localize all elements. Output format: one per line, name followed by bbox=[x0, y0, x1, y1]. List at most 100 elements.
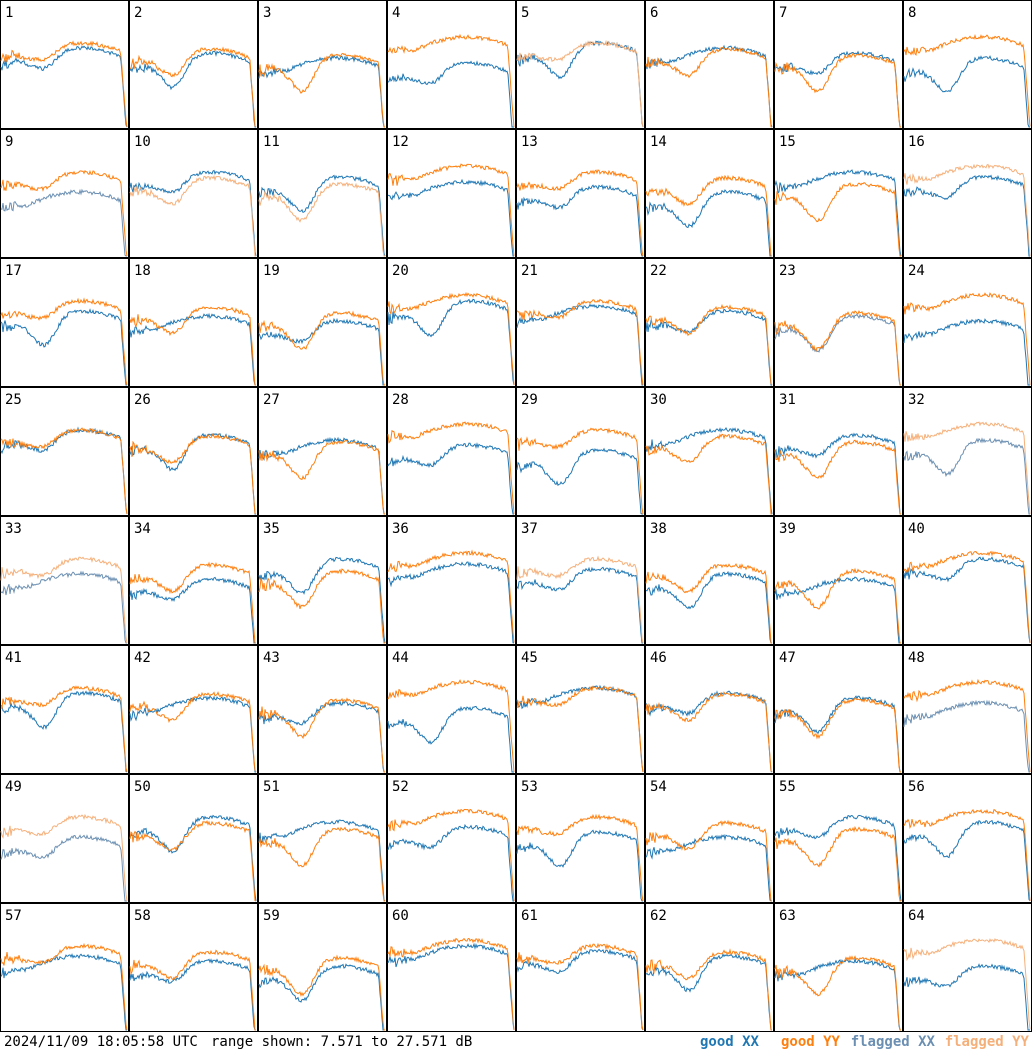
panel-35: 35 bbox=[258, 516, 387, 645]
panel-label: 57 bbox=[5, 908, 22, 924]
panel-frame bbox=[258, 0, 387, 129]
panel-21: 21 bbox=[516, 258, 645, 387]
series-xx-line bbox=[774, 50, 901, 128]
panel-frame bbox=[258, 387, 387, 516]
series-yy-line bbox=[645, 691, 773, 773]
series-yy-line bbox=[903, 550, 1031, 644]
panel-label: 46 bbox=[650, 650, 667, 666]
series-xx-line bbox=[903, 318, 1030, 386]
series-xx-line bbox=[903, 819, 1031, 902]
series-yy-line bbox=[774, 955, 901, 1031]
series-yy-line bbox=[645, 46, 773, 128]
series-xx-line bbox=[258, 317, 385, 386]
panel-label: 58 bbox=[134, 908, 151, 924]
panel-46: 46 bbox=[645, 645, 774, 774]
panel-frame bbox=[387, 258, 516, 387]
series-yy-line bbox=[129, 949, 256, 1031]
series-xx-line bbox=[0, 570, 127, 644]
legend-flagged-xx: flagged XX bbox=[850, 1034, 935, 1050]
series-xx-line bbox=[129, 50, 256, 128]
series-yy-line bbox=[387, 163, 515, 256]
series-yy-line bbox=[903, 163, 1031, 257]
series-yy-line bbox=[129, 306, 256, 386]
panel-label: 30 bbox=[650, 392, 667, 408]
series-yy-line bbox=[645, 174, 772, 257]
series-yy-line bbox=[0, 427, 128, 515]
panel-label: 43 bbox=[263, 650, 280, 666]
panel-label: 21 bbox=[521, 263, 538, 279]
footer: 2024/11/09 18:05:58 UTC range shown: 7.5… bbox=[0, 1033, 1033, 1053]
series-yy-line bbox=[129, 561, 256, 644]
series-xx-line bbox=[0, 690, 128, 773]
panel-frame bbox=[516, 0, 645, 129]
panel-label: 29 bbox=[521, 392, 538, 408]
panel-label: 44 bbox=[392, 650, 409, 666]
panel-label: 34 bbox=[134, 521, 151, 537]
series-yy-line bbox=[258, 52, 385, 128]
series-yy-line bbox=[516, 942, 644, 1031]
series-yy-line bbox=[774, 567, 901, 644]
series-xx-line bbox=[129, 432, 256, 515]
panel-7: 7 bbox=[774, 0, 903, 129]
panel-58: 58 bbox=[129, 903, 258, 1032]
series-xx-line bbox=[516, 948, 644, 1031]
series-xx-line bbox=[129, 576, 256, 644]
panel-22: 22 bbox=[645, 258, 774, 387]
panel-label: 45 bbox=[521, 650, 538, 666]
series-xx-line bbox=[387, 942, 515, 1031]
panel-53: 53 bbox=[516, 774, 645, 903]
panel-label: 32 bbox=[908, 392, 925, 408]
series-xx-line bbox=[774, 313, 901, 386]
series-yy-line bbox=[129, 432, 257, 515]
panel-42: 42 bbox=[129, 645, 258, 774]
panel-label: 6 bbox=[650, 5, 658, 21]
series-xx-line bbox=[774, 814, 902, 902]
panel-frame bbox=[387, 0, 516, 129]
panel-label: 17 bbox=[5, 263, 22, 279]
series-xx-line bbox=[387, 705, 514, 773]
panel-frame bbox=[0, 258, 129, 387]
series-xx-line bbox=[387, 561, 515, 644]
panel-28: 28 bbox=[387, 387, 516, 516]
panel-49: 49 bbox=[0, 774, 129, 903]
series-xx-line bbox=[0, 834, 127, 902]
series-yy-line bbox=[903, 808, 1031, 902]
series-xx-line bbox=[645, 189, 772, 257]
panel-frame bbox=[645, 903, 774, 1032]
panel-11: 11 bbox=[258, 129, 387, 258]
panel-frame bbox=[129, 645, 258, 774]
series-xx-line bbox=[516, 40, 644, 128]
series-xx-line bbox=[0, 45, 128, 128]
series-xx-line bbox=[903, 699, 1030, 773]
panel-63: 63 bbox=[774, 903, 903, 1032]
panel-3: 3 bbox=[258, 0, 387, 129]
series-yy-line bbox=[258, 954, 385, 1031]
series-yy-line bbox=[387, 291, 515, 386]
panel-label: 15 bbox=[779, 134, 796, 150]
series-xx-line bbox=[387, 442, 514, 515]
series-xx-line bbox=[516, 184, 643, 257]
panel-40: 40 bbox=[903, 516, 1032, 645]
panel-1: 1 bbox=[0, 0, 129, 129]
series-yy-line bbox=[258, 697, 385, 773]
panel-frame bbox=[903, 516, 1032, 645]
panel-38: 38 bbox=[645, 516, 774, 645]
panel-label: 5 bbox=[521, 5, 529, 21]
panel-label: 19 bbox=[263, 263, 280, 279]
panel-label: 20 bbox=[392, 263, 409, 279]
panel-62: 62 bbox=[645, 903, 774, 1032]
series-xx-line bbox=[645, 953, 772, 1031]
series-xx-line bbox=[258, 174, 386, 257]
panel-label: 61 bbox=[521, 908, 538, 924]
series-yy-line bbox=[903, 938, 1031, 1030]
panel-26: 26 bbox=[129, 387, 258, 516]
panel-label: 10 bbox=[134, 134, 151, 150]
panel-label: 22 bbox=[650, 263, 667, 279]
panel-label: 26 bbox=[134, 392, 151, 408]
legend-good-xx: good XX bbox=[699, 1034, 759, 1050]
series-yy-line bbox=[258, 568, 385, 644]
panel-frame bbox=[387, 387, 516, 516]
panel-frame bbox=[645, 774, 774, 903]
panel-32: 32 bbox=[903, 387, 1032, 516]
